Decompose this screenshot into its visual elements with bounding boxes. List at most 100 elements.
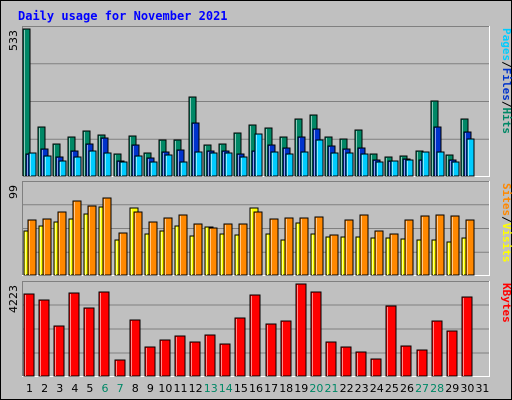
bar-pages-day-24: [375, 161, 384, 177]
bar-kbytes-day-11: [174, 335, 186, 377]
bar-pages-day-14: [224, 152, 233, 177]
legend-sites: Sites: [500, 183, 512, 216]
panel-1-max-label: 533: [7, 30, 20, 51]
bar-sites-day-10: [163, 217, 173, 276]
bar-sites-day-4: [72, 200, 82, 276]
bar-kbytes-day-30: [461, 296, 473, 377]
bar-pages-day-2: [43, 155, 52, 177]
bar-pages-day-7: [119, 161, 128, 177]
x-tick-label: 28: [430, 382, 444, 395]
x-tick-label: 5: [86, 382, 93, 395]
x-tick-label: 17: [264, 382, 278, 395]
bar-pages-day-18: [285, 153, 294, 177]
bar-sites-day-25: [389, 233, 399, 276]
x-tick-label: 18: [279, 382, 293, 395]
panel-2-legend: Sites/Visits: [500, 183, 512, 263]
x-tick-label: 9: [147, 382, 154, 395]
x-tick-label: 7: [117, 382, 124, 395]
bar-pages-day-27: [421, 151, 430, 177]
bar-pages-day-21: [330, 152, 339, 177]
x-tick-label: 16: [249, 382, 263, 395]
x-tick-label: 20: [309, 382, 323, 395]
bar-sites-day-18: [284, 217, 294, 276]
bar-sites-day-16: [253, 211, 263, 276]
x-tick-label: 8: [132, 382, 139, 395]
x-tick-label: 13: [204, 382, 218, 395]
bar-kbytes-day-15: [234, 317, 246, 377]
bar-pages-day-12: [194, 151, 203, 177]
bar-kbytes-day-7: [114, 359, 126, 377]
bar-pages-day-6: [103, 152, 112, 177]
bar-kbytes-day-26: [400, 345, 412, 377]
x-tick-label: 24: [370, 382, 384, 395]
bar-kbytes-day-21: [325, 341, 337, 377]
bar-sites-day-11: [178, 214, 188, 276]
bar-sites-day-14: [223, 223, 233, 276]
bar-kbytes-day-29: [446, 330, 458, 377]
x-tick-label: 19: [294, 382, 308, 395]
x-tick-label: 11: [174, 382, 188, 395]
bar-pages-day-13: [209, 152, 218, 177]
x-tick-label: 1: [26, 382, 33, 395]
bar-kbytes-day-23: [355, 351, 367, 377]
bar-kbytes-day-8: [129, 319, 141, 377]
panel-3-max-label: 4223: [7, 285, 20, 313]
bar-kbytes-day-18: [280, 320, 292, 377]
legend-separator: /: [500, 216, 512, 223]
bar-pages-day-23: [360, 153, 369, 177]
bar-sites-day-1: [27, 219, 37, 276]
bar-sites-day-3: [57, 211, 67, 276]
bar-sites-day-13: [208, 227, 218, 276]
x-tick-label: 21: [324, 382, 338, 395]
bar-pages-day-11: [179, 161, 188, 177]
bar-sites-day-20: [314, 216, 324, 276]
bar-sites-day-23: [359, 214, 369, 276]
bar-pages-day-16: [254, 133, 263, 177]
bar-pages-day-20: [315, 139, 324, 177]
bar-kbytes-day-9: [144, 346, 156, 377]
panel-3-legend: KBytes: [500, 283, 512, 323]
bar-sites-day-5: [87, 205, 97, 276]
x-tick-label: 4: [71, 382, 78, 395]
bar-sites-day-9: [148, 221, 158, 276]
bar-pages-day-25: [390, 160, 399, 177]
bar-kbytes-day-2: [38, 299, 50, 377]
bar-sites-day-8: [133, 211, 143, 276]
x-tick-label: 22: [340, 382, 354, 395]
x-tick-label: 6: [102, 382, 109, 395]
bar-kbytes-day-24: [370, 358, 382, 377]
panel-1-legend: Pages/Files/Hits: [500, 28, 512, 134]
x-tick-label: 29: [445, 382, 459, 395]
bar-kbytes-day-19: [295, 283, 307, 377]
legend-pages: Pages: [500, 28, 512, 61]
legend-kbytes: KBytes: [500, 283, 512, 323]
bar-sites-day-24: [374, 230, 384, 276]
bar-kbytes-day-27: [416, 349, 428, 377]
bar-pages-day-10: [164, 154, 173, 177]
legend-separator: /: [500, 101, 512, 108]
bar-sites-day-12: [193, 223, 203, 276]
bar-pages-day-29: [451, 161, 460, 177]
bar-pages-day-19: [300, 151, 309, 177]
x-tick-label: 23: [355, 382, 369, 395]
bar-pages-day-28: [436, 151, 445, 177]
bar-kbytes-day-1: [23, 293, 35, 377]
bar-sites-day-2: [42, 218, 52, 276]
x-tick-label: 15: [234, 382, 248, 395]
x-tick-label: 3: [56, 382, 63, 395]
bar-sites-day-27: [420, 215, 430, 276]
bar-kbytes-day-4: [68, 292, 80, 377]
bar-sites-day-21: [329, 234, 339, 276]
chart-title: Daily usage for November 2021: [18, 9, 228, 23]
bar-kbytes-day-3: [53, 325, 65, 377]
bar-sites-day-17: [269, 218, 279, 276]
bar-kbytes-day-22: [340, 346, 352, 377]
bar-kbytes-day-17: [265, 323, 277, 377]
bar-sites-day-22: [344, 219, 354, 276]
bar-pages-day-15: [239, 156, 248, 177]
bar-sites-day-6: [102, 197, 112, 276]
bar-pages-day-5: [88, 150, 97, 177]
x-tick-label: 26: [400, 382, 414, 395]
bar-sites-day-29: [450, 215, 460, 276]
bar-kbytes-day-5: [83, 307, 95, 377]
